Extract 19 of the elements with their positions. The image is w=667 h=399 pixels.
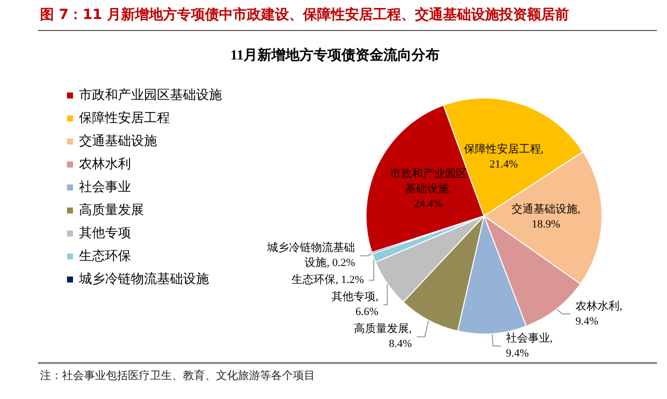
data-label: 生态环保, 1.2%: [292, 273, 364, 286]
text: 注：社会事业包括医疗卫生、教育、文化旅游等各个项目: [40, 368, 315, 383]
chart-title: 图 7：11 月新增地方专项债中市政建设、保障性安居工程、交通基础设施投资额居前: [40, 6, 569, 24]
data-label: 农林水利, 9.4%: [575, 300, 622, 328]
data-label: 高质量发展, 8.4%: [354, 322, 412, 350]
legend-label: 农林水利: [79, 157, 131, 172]
data-label: 社会事业, 9.4%: [506, 332, 553, 360]
legend-label: 交通基础设施: [79, 133, 157, 149]
legend-label: 生态环保: [79, 249, 131, 264]
data-label: 其他专项, 6.6%: [332, 290, 379, 318]
legend-label: 城乡冷链物流基础设施: [78, 271, 209, 287]
legend-label: 市政和产业园区基础设施: [79, 88, 222, 103]
legend-label: 社会事业: [79, 180, 131, 195]
legend-label: 其他专项: [79, 226, 131, 241]
data-label: 城乡冷链物流基础设施, 0.2%: [266, 241, 356, 270]
legend-label: 高质量发展: [79, 202, 144, 218]
legend-label: 保障性安居工程: [79, 110, 170, 126]
data-label: 交通基础设施, 18.9%: [512, 202, 581, 231]
chart-subtitle: 11月新增地方专项债资金流向分布: [230, 46, 440, 64]
